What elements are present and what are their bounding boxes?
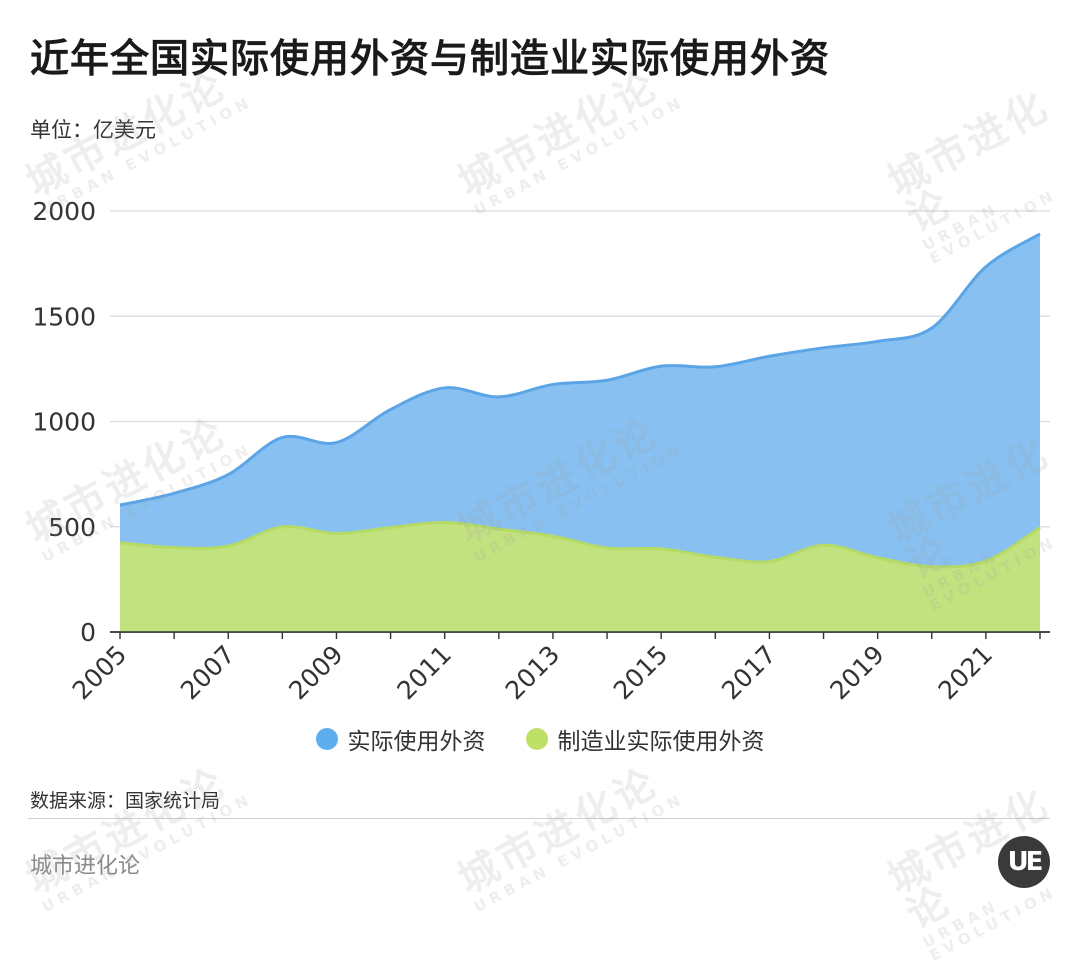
y-tick-label: 1000: [32, 408, 96, 437]
legend-label-total: 实际使用外资: [347, 729, 486, 755]
area-manufacturing: [120, 522, 1040, 632]
area-chart: 0 500 1000 1500 2000 2005 2007 2009 2011 2013 2015…: [32, 197, 1050, 705]
x-tick-label: 2009: [283, 640, 348, 705]
line-total: [119, 232, 1041, 507]
line-manufacturing: [119, 520, 1041, 569]
y-tick-label: 1500: [32, 302, 96, 331]
footer-divider: [28, 818, 1050, 819]
logo-text: UE: [1007, 847, 1044, 877]
legend-item-total[interactable]: 实际使用外资: [315, 722, 486, 756]
x-tick-label: 2019: [824, 640, 889, 705]
x-tick-label: 2015: [608, 640, 673, 705]
legend-item-manufacturing[interactable]: 制造业实际使用外资: [525, 722, 765, 756]
legend-label-manufacturing: 制造业实际使用外资: [557, 729, 765, 755]
chart-title: 近年全国实际使用外资与制造业实际使用外资: [30, 37, 831, 82]
x-tick-label: 2011: [391, 640, 456, 705]
y-tick-label: 500: [48, 513, 96, 542]
data-source: 数据来源：国家统计局: [30, 790, 221, 812]
brand-logo: UE: [998, 836, 1050, 888]
unit-label: 单位：亿美元: [30, 118, 156, 142]
x-tick-label: 2013: [500, 640, 565, 705]
x-tick-label: 2021: [933, 640, 998, 705]
legend-marker-total: [315, 728, 338, 750]
legend-marker-manufacturing: [525, 728, 548, 750]
legend: 实际使用外资 制造业实际使用外资: [0, 722, 1080, 756]
y-tick-label: 0: [80, 618, 96, 647]
brand-name: 城市进化论: [30, 854, 141, 879]
y-tick-label: 2000: [32, 197, 96, 226]
x-tick-label: 2007: [175, 640, 240, 705]
x-tick-label: 2017: [716, 640, 781, 705]
x-tick-label: 2005: [67, 640, 132, 705]
